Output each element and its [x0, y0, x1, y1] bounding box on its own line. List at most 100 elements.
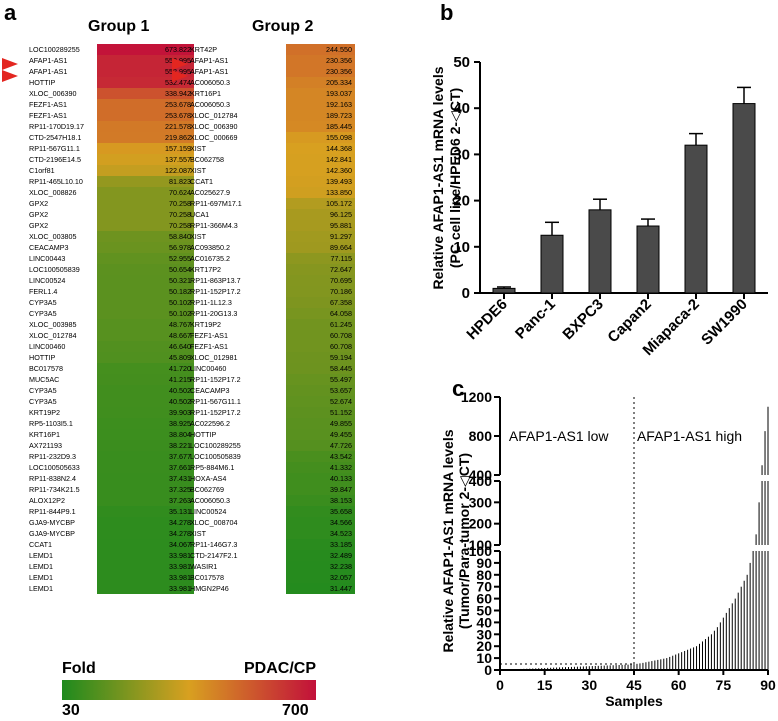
heatmap-row: RP11-734K21.5 37.325 — [29, 484, 194, 495]
gene-name: CTD-2196E14.5 — [29, 155, 81, 164]
x-tick-label: BXPC3 — [559, 296, 606, 343]
gene-name: XIST — [190, 144, 206, 153]
heatmap-cell — [97, 253, 194, 264]
heatmap-cell — [286, 462, 355, 473]
heatmap-cell — [286, 429, 355, 440]
heatmap-row: FEZF1-AS1 253.678 — [29, 99, 194, 110]
gene-name: RP11-567G11.1 — [29, 144, 80, 153]
legend-pdac-cp-label: PDAC/CP — [244, 660, 317, 677]
fold-value: 56.978 — [169, 243, 191, 252]
fold-value: 139.493 — [326, 177, 352, 186]
fold-value: 39.903 — [169, 408, 191, 417]
y-axis-label: (Tumor/Para-tumor 2-◁CT) — [456, 453, 472, 629]
heatmap-row: RP11-152P17.2 51.152 — [190, 407, 355, 418]
y-tick-label: 0 — [484, 662, 492, 678]
y-tick-label: 80 — [476, 567, 492, 583]
y-tick-label: 90 — [476, 555, 492, 571]
heatmap-cell — [97, 374, 194, 385]
heatmap-cell — [97, 121, 194, 132]
gene-name: AC006050.3 — [190, 496, 230, 505]
gene-name: RP11-366M4.3 — [190, 221, 238, 230]
x-tick-label: 75 — [716, 677, 732, 693]
heatmap-row: AC006050.3 205.334 — [190, 77, 355, 88]
gene-name: AC006050.3 — [190, 100, 230, 109]
heatmap-row: RP11-1L12.3 67.358 — [190, 297, 355, 308]
fold-value: 45.809 — [169, 353, 191, 362]
heatmap-cell — [286, 154, 355, 165]
heatmap-cell — [97, 495, 194, 506]
heatmap-row: CYP3A5 40.502 — [29, 396, 194, 407]
fold-value: 157.159 — [165, 144, 191, 153]
fold-value: 40.502 — [169, 386, 191, 395]
heatmap-row: RP11-152P17.2 55.497 — [190, 374, 355, 385]
heatmap-cell — [97, 154, 194, 165]
heatmap-row: CTD-2196E14.5 137.557 — [29, 154, 194, 165]
gene-name: CYP3A5 — [29, 298, 57, 307]
heatmap-row: LEMD1 33.981 — [29, 583, 194, 594]
heatmap-cell — [97, 187, 194, 198]
heatmap-row: XLOC_012784 189.723 — [190, 110, 355, 121]
y-tick-label: 100 — [469, 537, 493, 553]
heatmap-cell — [97, 462, 194, 473]
heatmap-cell — [286, 418, 355, 429]
heatmap-cell — [97, 132, 194, 143]
fold-value: 52.955 — [169, 254, 191, 263]
heatmap-row: LEMD1 33.981 — [29, 561, 194, 572]
fold-value: 144.368 — [326, 144, 352, 153]
heatmap-row: XLOC_003805 58.840 — [29, 231, 194, 242]
heatmap-row: RP11-146G7.3 33.185 — [190, 539, 355, 550]
gene-name: LOC100289255 — [190, 441, 241, 450]
legend-fold-label: Fold — [62, 660, 96, 677]
heatmap-cell — [97, 66, 194, 77]
heatmap-row: HOTTIP 49.455 — [190, 429, 355, 440]
heatmap-row: KRT16P1 193.037 — [190, 88, 355, 99]
y-tick-label: 200 — [469, 516, 493, 532]
heatmap-row: AC006050.3 38.153 — [190, 495, 355, 506]
heatmap-cell — [286, 264, 355, 275]
fold-value: 34.523 — [330, 529, 352, 538]
heatmap-cell — [97, 440, 194, 451]
gene-name: XLOC_012784 — [190, 111, 238, 120]
gene-name: KRT19P2 — [190, 320, 222, 329]
fold-value: 70.258 — [169, 199, 191, 208]
gene-name: LINC00524 — [190, 507, 227, 516]
heatmap-row: AX721193 38.221 — [29, 440, 194, 451]
fold-value: 70.258 — [169, 221, 191, 230]
heatmap-cell — [97, 385, 194, 396]
heatmap-row: LOC100289255 673.822 — [29, 44, 194, 55]
fold-value: 47.726 — [330, 441, 352, 450]
fold-value: 35.658 — [330, 507, 352, 516]
heatmap-cell — [286, 242, 355, 253]
fold-value: 205.334 — [326, 78, 352, 87]
gene-name: XLOC_003985 — [29, 320, 77, 329]
fold-value: 38.925 — [169, 419, 191, 428]
fold-value: 53.657 — [330, 386, 352, 395]
heatmap-cell — [97, 110, 194, 121]
heatmap-cell — [286, 561, 355, 572]
fold-value: 33.981 — [169, 551, 191, 560]
heatmap-cell — [286, 495, 355, 506]
heatmap-row: XLOC_003985 48.767 — [29, 319, 194, 330]
group1-heatmap: LOC100289255 673.822 AFAP1-AS1 558.995 AFAP1… — [29, 44, 194, 594]
gene-name: BC017578 — [29, 364, 63, 373]
fold-value: 43.542 — [330, 452, 352, 461]
gene-name: BC017578 — [190, 573, 224, 582]
heatmap-row: RP11-567G11.1 157.159 — [29, 143, 194, 154]
heatmap-row: CYP3A5 50.102 — [29, 297, 194, 308]
gene-name: CCAT1 — [29, 540, 53, 549]
heatmap-cell — [97, 330, 194, 341]
gene-name: LEMD1 — [29, 562, 53, 571]
legend-min-label: 30 — [62, 702, 80, 719]
fold-value: 142.841 — [326, 155, 352, 164]
heatmap-cell — [286, 132, 355, 143]
y-tick-label: 300 — [469, 494, 493, 510]
y-tick-label: 40 — [476, 614, 492, 630]
heatmap-row: RP5-884M6.1 41.332 — [190, 462, 355, 473]
fold-value: 31.447 — [330, 584, 352, 593]
fold-value: 185.445 — [326, 122, 352, 131]
y-tick-label: 40 — [453, 100, 470, 117]
fold-value: 77.115 — [330, 254, 352, 263]
x-tick-label: 15 — [537, 677, 553, 693]
gene-name: XLOC_006390 — [190, 122, 238, 131]
x-tick-label: HPDE6 — [463, 296, 510, 343]
